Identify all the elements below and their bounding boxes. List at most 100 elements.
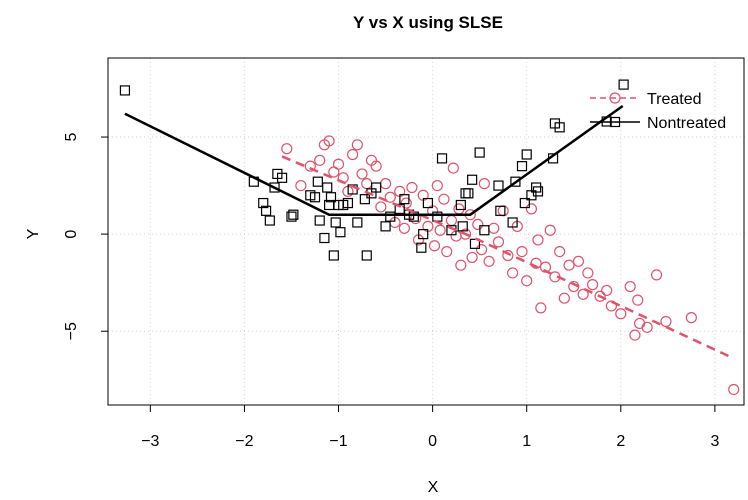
- square-point: [436, 153, 448, 164]
- circle-point: [304, 160, 316, 172]
- square-point: [319, 232, 330, 244]
- circle-point: [438, 193, 450, 205]
- x-tick-label: −2: [235, 433, 253, 450]
- legend-label: Nontreated: [647, 115, 726, 132]
- circle-point: [502, 249, 514, 262]
- y-tick-label: −5: [63, 322, 80, 340]
- circle-point: [660, 315, 672, 328]
- square-point: [399, 194, 410, 205]
- circle-point: [347, 148, 359, 161]
- square-point: [493, 180, 504, 191]
- square-point: [309, 192, 321, 203]
- square-point: [455, 199, 466, 211]
- square-point: [531, 182, 542, 193]
- circle-point: [379, 178, 392, 190]
- circle-point: [558, 292, 570, 304]
- circle-point: [586, 279, 599, 291]
- square-point: [258, 197, 269, 209]
- circle-point: [475, 244, 488, 256]
- circle-point: [521, 275, 533, 287]
- circle-point: [728, 383, 740, 396]
- square-point: [359, 194, 370, 205]
- x-tick-label: −3: [141, 433, 159, 450]
- square-point: [380, 221, 391, 232]
- square-point: [322, 182, 333, 193]
- square-point: [474, 147, 485, 158]
- square-point: [469, 238, 481, 249]
- circle-point: [375, 201, 387, 213]
- square-point: [521, 149, 532, 160]
- square-point: [479, 225, 490, 236]
- circle-point: [629, 329, 641, 341]
- circle-point: [332, 158, 345, 170]
- square-point: [342, 197, 354, 209]
- square-point: [416, 242, 427, 253]
- y-tick-label: 0: [63, 230, 80, 239]
- circle-point: [685, 312, 697, 324]
- circle-point: [572, 255, 585, 267]
- circle-point: [459, 228, 472, 240]
- square-point: [371, 182, 382, 193]
- square-point: [495, 205, 506, 216]
- circle-point: [525, 203, 538, 215]
- circle-point: [384, 191, 396, 203]
- x-axis-label: X: [428, 479, 439, 496]
- chart-title: Y vs X using SLSE: [353, 13, 503, 32]
- legend-marker: [609, 92, 621, 104]
- square-point: [519, 197, 530, 209]
- legend-label: Treated: [647, 91, 702, 108]
- square-point: [314, 215, 325, 226]
- square-point: [394, 203, 405, 214]
- circle-point: [466, 251, 478, 264]
- circle-point: [506, 267, 519, 279]
- square-point: [457, 221, 468, 232]
- circle-point: [516, 245, 528, 258]
- circle-point: [361, 178, 373, 190]
- x-tick-label: −1: [329, 433, 347, 450]
- circle-point: [632, 294, 644, 306]
- circle-point: [483, 255, 495, 267]
- y-tick-label: 5: [63, 132, 80, 141]
- circle-point: [356, 168, 368, 180]
- circle-point: [447, 162, 459, 174]
- legend-marker: [609, 116, 621, 128]
- circle-point: [554, 245, 566, 258]
- square-point: [276, 172, 288, 183]
- square-point: [422, 197, 434, 209]
- circle-point: [582, 267, 594, 279]
- fit-line: [281, 155, 735, 360]
- circle-point: [453, 203, 465, 215]
- circle-point: [497, 205, 509, 217]
- x-tick-label: 2: [616, 433, 625, 450]
- square-point: [312, 176, 323, 187]
- circle-point: [370, 160, 382, 172]
- circle-point: [488, 222, 500, 234]
- square-point: [286, 211, 297, 222]
- circle-point: [532, 234, 544, 246]
- x-tick-label: 3: [710, 433, 719, 450]
- circle-point: [605, 300, 617, 312]
- square-point: [460, 188, 471, 199]
- square-point: [463, 188, 474, 199]
- square-point: [288, 209, 299, 220]
- x-tick-label: 1: [522, 433, 531, 450]
- y-axis-label: Y: [25, 228, 42, 239]
- square-point: [418, 229, 429, 240]
- circle-point: [641, 321, 653, 333]
- circle-point: [295, 179, 307, 192]
- square-point: [119, 85, 131, 96]
- circle-point: [351, 139, 363, 151]
- circle-point: [281, 143, 293, 155]
- fit-line: [124, 104, 624, 216]
- circle-point: [431, 179, 443, 192]
- square-point: [510, 176, 521, 187]
- square-point: [269, 182, 280, 193]
- circle-point: [650, 269, 663, 281]
- x-tick-label: 0: [428, 433, 437, 450]
- square-point: [325, 192, 337, 203]
- square-point: [328, 250, 339, 261]
- circle-point: [406, 181, 418, 194]
- circle-point: [455, 259, 467, 271]
- circle-point: [544, 224, 556, 236]
